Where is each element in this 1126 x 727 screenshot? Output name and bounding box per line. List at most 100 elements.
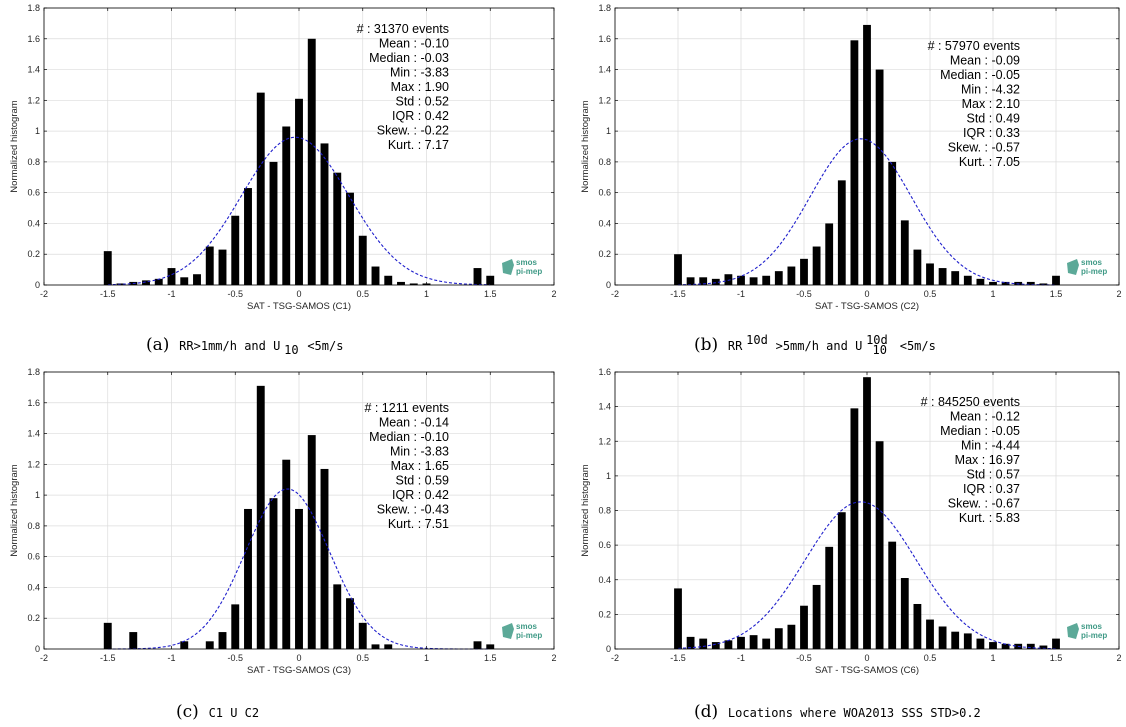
- histogram-bar: [724, 274, 733, 285]
- histogram-bar: [674, 254, 682, 285]
- caption-b-text: RR: [728, 339, 743, 353]
- histogram-bar: [762, 275, 771, 285]
- stats-line: Skew. : -0.43: [377, 503, 449, 517]
- histogram-bar: [888, 161, 897, 285]
- caption-b-tail: <5m/s: [900, 339, 936, 353]
- y-tick-label: 0.2: [598, 249, 611, 259]
- stats-line: Min : -4.44: [961, 439, 1020, 453]
- x-tick-label: 2: [1116, 289, 1121, 299]
- y-tick-label: 0.6: [27, 552, 40, 562]
- caption-a-tail: <5m/s: [307, 339, 343, 353]
- x-tick-label: -2: [40, 653, 48, 663]
- x-tick-label: 1: [424, 653, 429, 663]
- caption-b-superscript: 10d: [746, 333, 768, 347]
- histogram-bar: [269, 498, 278, 649]
- y-tick-label: 1: [35, 490, 40, 500]
- histogram-bar: [674, 588, 682, 649]
- panel-c-histogram: -2 -1.5 -1 -0.5 0 0.5 1 1.5 2 0 0.2 0.4 0.6 0.8 1 1.2 1.…: [9, 367, 557, 676]
- histogram-bar: [976, 278, 985, 285]
- histogram-bar: [837, 180, 846, 285]
- histogram-bar: [850, 40, 859, 285]
- caption-a: (a) RR>1mm/h and U 10 <5m/s: [146, 335, 343, 357]
- x-tick-label: -1: [737, 653, 745, 663]
- y-tick-label: 0.4: [598, 575, 611, 585]
- x-tick-label: -0.5: [227, 289, 243, 299]
- stats-line: Min : -4.32: [961, 83, 1020, 97]
- y-tick-label: 1: [606, 471, 611, 481]
- x-tick-label: 0.5: [356, 289, 369, 299]
- histogram-bar: [913, 603, 922, 649]
- histogram-bar: [762, 638, 771, 649]
- logo-text-pimep: pi-mep: [516, 631, 542, 640]
- histogram-bar: [875, 69, 884, 285]
- logo-text-smos: smos: [516, 258, 537, 267]
- histogram-bar: [812, 584, 821, 649]
- panel-d-histogram: -2 -1.5 -1 -0.5 0 0.5 1 1.5 2 0 0.2 0.4 0.6 0.8 1 1.2 1.…: [580, 367, 1122, 676]
- y-tick-label: 0.2: [27, 613, 40, 623]
- histogram-bar: [926, 263, 934, 285]
- histogram-bar: [346, 598, 354, 649]
- histogram-bar: [244, 188, 252, 285]
- gaussian-fit-line: [678, 138, 1056, 286]
- x-tick-label: -1.5: [670, 653, 686, 663]
- histogram-bar: [1052, 275, 1060, 285]
- stats-line: Min : -3.83: [390, 445, 449, 459]
- histogram-bar: [358, 235, 367, 285]
- y-tick-label: 0.6: [598, 188, 611, 198]
- histogram-bar: [963, 275, 972, 285]
- y-tick-label: 0.2: [598, 609, 611, 619]
- caption-a-letter: (a): [146, 335, 169, 355]
- histogram-bar: [218, 632, 227, 649]
- y-tick-label: 0.8: [27, 157, 40, 167]
- logo-text-pimep: pi-mep: [1081, 631, 1107, 640]
- histogram-bar: [473, 641, 482, 649]
- histogram-bar: [699, 638, 708, 649]
- x-tick-label: -1: [167, 289, 175, 299]
- histogram-bar: [800, 605, 808, 649]
- y-tick-label: 1.4: [27, 65, 40, 75]
- histogram-bar: [825, 223, 834, 285]
- stats-line: Median : -0.10: [369, 430, 449, 444]
- histogram-bar: [1052, 638, 1060, 649]
- histogram-bar: [307, 38, 316, 286]
- histogram-bar: [1026, 643, 1035, 649]
- smos-logo-icon: [502, 259, 514, 275]
- x-tick-label: 1: [424, 289, 429, 299]
- y-tick-label: 0: [606, 644, 611, 654]
- histogram-bar: [888, 541, 897, 649]
- x-tick-label: 1.5: [484, 289, 497, 299]
- histogram-bar: [1026, 281, 1035, 285]
- y-tick-label: 1.8: [27, 367, 40, 377]
- x-tick-label: -1.5: [670, 289, 686, 299]
- histogram-bar: [384, 275, 393, 285]
- stats-line: Median : -0.05: [940, 68, 1020, 82]
- caption-a-text: RR>1mm/h and U: [179, 339, 280, 353]
- x-tick-label: 1: [990, 289, 995, 299]
- x-tick-label: -1: [737, 289, 745, 299]
- y-tick-label: 0.4: [27, 218, 40, 228]
- histogram-bar: [244, 508, 252, 649]
- y-tick-label: 0.8: [27, 521, 40, 531]
- histogram-bar: [295, 98, 303, 286]
- caption-b: (b) RR 10d >5mm/h and U 10d 10 <5m/s: [694, 332, 936, 357]
- stats-line: IQR : 0.37: [963, 482, 1020, 496]
- x-tick-label: 0: [296, 653, 301, 663]
- logo-text-pimep: pi-mep: [516, 267, 542, 276]
- gaussian-fit-line: [107, 136, 491, 286]
- histogram-bar: [307, 435, 316, 649]
- x-tick-label: 1: [990, 653, 995, 663]
- histogram-bar: [951, 631, 960, 649]
- y-tick-label: 1.2: [598, 436, 611, 446]
- histogram-bar: [825, 546, 834, 649]
- histogram-bar: [863, 377, 871, 649]
- histogram-bar: [711, 642, 720, 649]
- stats-line: Median : -0.03: [369, 51, 449, 65]
- x-tick-label: 0.5: [924, 653, 937, 663]
- x-tick-label: 0: [864, 289, 869, 299]
- x-tick-label: 0.5: [356, 653, 369, 663]
- histogram-bar: [737, 636, 745, 649]
- caption-d: (d) Locations where WOA2013 SSS STD>0.2: [694, 702, 981, 722]
- x-tick-label: -0.5: [796, 653, 812, 663]
- x-tick-label: 2: [551, 289, 556, 299]
- histogram-bar: [180, 641, 189, 649]
